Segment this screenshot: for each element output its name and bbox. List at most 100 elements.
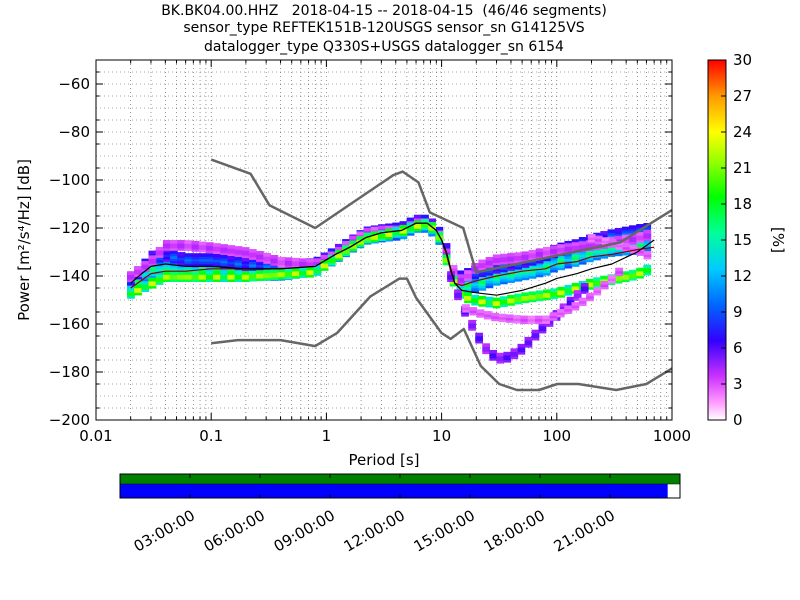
density-cell <box>531 329 540 334</box>
density-cell <box>643 247 652 251</box>
density-cell <box>513 319 521 324</box>
density-cell <box>496 360 505 364</box>
density-cell <box>435 231 444 236</box>
density-cell <box>564 248 573 252</box>
density-cell <box>475 335 483 339</box>
density-cell <box>406 232 415 236</box>
density-cell <box>629 238 637 242</box>
density-cell <box>234 278 243 282</box>
density-cell <box>578 241 587 245</box>
density-cell <box>198 248 207 253</box>
density-cell <box>406 227 415 232</box>
density-cell <box>622 243 631 248</box>
density-cell <box>622 246 631 250</box>
density-cell <box>535 266 544 271</box>
density-cell <box>456 285 465 290</box>
density-cell <box>485 264 494 268</box>
density-cell <box>614 252 623 257</box>
density-cell <box>521 297 530 301</box>
density-cell <box>141 288 150 293</box>
density-cell <box>370 236 379 240</box>
density-cell <box>528 249 537 254</box>
density-cell <box>496 355 505 359</box>
density-cell <box>442 248 451 253</box>
density-cell <box>550 261 558 266</box>
density-cell <box>213 247 221 252</box>
density-cell <box>636 245 644 250</box>
density-cell <box>478 259 487 264</box>
density-cell <box>573 294 582 299</box>
density-cell <box>557 254 566 259</box>
density-cell <box>593 291 602 296</box>
density-cell <box>535 255 544 260</box>
timeline-tick-label: 21:00:00 <box>551 506 618 555</box>
density-cell <box>220 251 229 255</box>
density-cell <box>320 257 329 261</box>
density-cell <box>234 253 243 257</box>
density-cell <box>521 299 530 304</box>
density-cell <box>356 233 365 238</box>
density-cell <box>256 270 264 274</box>
density-cell <box>614 232 623 237</box>
density-cell <box>248 268 257 272</box>
density-cell <box>601 242 610 246</box>
density-cell <box>205 249 214 254</box>
density-cell <box>643 269 652 274</box>
density-cell <box>256 266 264 270</box>
density-cell <box>342 252 350 256</box>
density-cell <box>528 252 537 256</box>
density-cell <box>557 286 566 291</box>
density-cell <box>600 245 609 249</box>
density-cell <box>442 243 451 247</box>
colorbar-tick-label: 21 <box>733 159 752 177</box>
density-cell <box>607 279 616 284</box>
density-cell <box>521 253 530 258</box>
density-cell <box>586 251 594 256</box>
density-cell <box>198 246 207 250</box>
density-cell <box>413 222 422 227</box>
density-cell <box>484 315 492 320</box>
density-cell <box>484 313 492 318</box>
density-cell <box>385 235 393 240</box>
density-cell <box>535 268 544 273</box>
density-cell <box>148 260 157 264</box>
density-cell <box>507 274 515 279</box>
density-cell <box>141 274 150 279</box>
density-cell <box>256 251 264 255</box>
density-cell <box>248 277 257 282</box>
density-cell <box>184 258 193 262</box>
density-cell <box>621 271 630 275</box>
density-cell <box>421 218 429 223</box>
density-cell <box>503 351 512 356</box>
colorbar-tick-label: 30 <box>733 51 752 69</box>
density-cell <box>248 256 257 260</box>
density-cell <box>270 257 279 262</box>
density-cell <box>220 262 229 266</box>
density-cell <box>299 258 307 262</box>
density-cell <box>594 235 603 240</box>
density-cell <box>248 275 257 280</box>
density-cell <box>484 311 492 315</box>
density-cell <box>141 261 150 265</box>
density-cell <box>327 248 336 253</box>
density-cell <box>127 276 135 280</box>
density-cell <box>349 238 358 242</box>
density-cell <box>478 284 487 289</box>
density-cell <box>399 229 408 234</box>
density-cell <box>482 345 491 350</box>
density-cell <box>284 262 293 266</box>
density-cell <box>528 257 537 261</box>
density-cell <box>191 245 200 250</box>
density-cell <box>356 236 365 240</box>
density-cell <box>621 231 630 236</box>
density-cell <box>327 257 336 261</box>
density-cell <box>177 252 185 256</box>
density-cell <box>284 275 293 280</box>
x-axis-label: Period [s] <box>348 451 419 469</box>
density-cell <box>363 239 372 244</box>
density-cell <box>615 243 624 248</box>
density-cell <box>162 271 171 275</box>
density-cell <box>148 265 157 269</box>
density-cell <box>571 285 580 289</box>
density-cell <box>557 246 566 251</box>
